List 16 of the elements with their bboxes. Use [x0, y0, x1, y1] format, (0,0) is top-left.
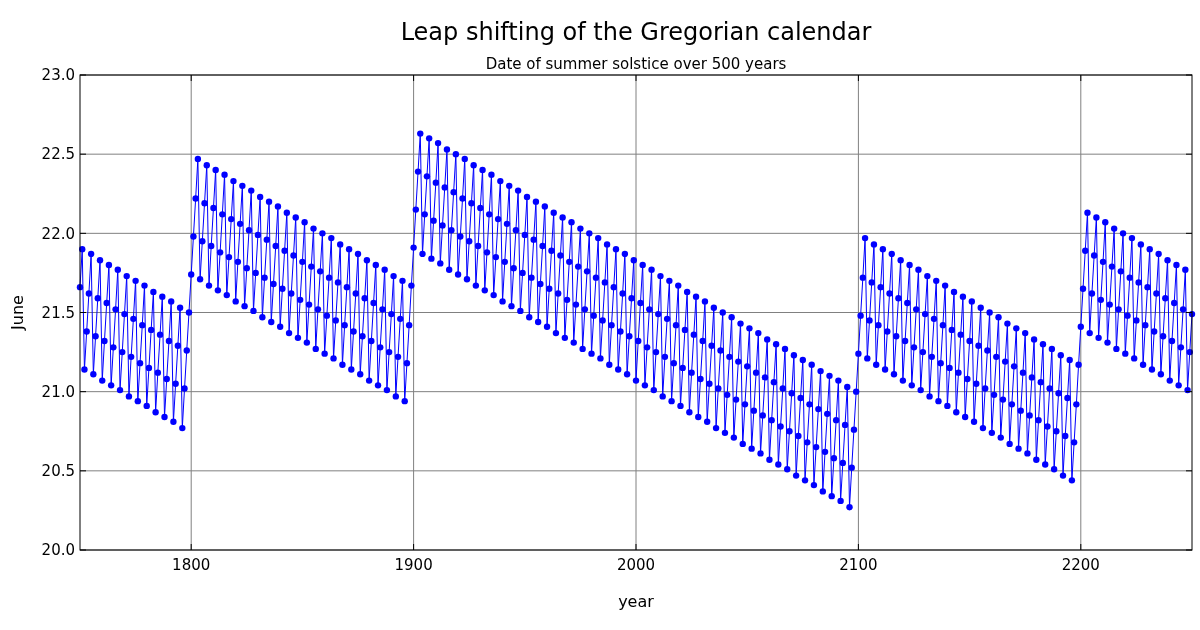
chart-title: Leap shifting of the Gregorian calendar — [400, 18, 872, 46]
x-tick-label: 1900 — [394, 556, 433, 574]
y-tick-label: 20.0 — [41, 541, 75, 560]
y-tick-label: 20.5 — [41, 462, 75, 481]
y-tick-label: 21.5 — [41, 303, 75, 322]
chart-subtitle: Date of summer solstice over 500 years — [485, 55, 787, 73]
x-tick-label: 1800 — [172, 556, 211, 574]
y-tick-label: 21.0 — [41, 382, 75, 401]
x-tick-label: 2000 — [616, 556, 656, 574]
y-tick-label: 22.0 — [41, 224, 75, 243]
y-tick-label: 23.0 — [41, 66, 75, 85]
x-axis-title: year — [618, 592, 655, 611]
x-tick-label: 2100 — [839, 556, 878, 574]
y-axis-title: June — [8, 295, 27, 331]
y-tick-label: 22.5 — [41, 145, 75, 164]
x-tick-label: 2200 — [1061, 556, 1100, 574]
